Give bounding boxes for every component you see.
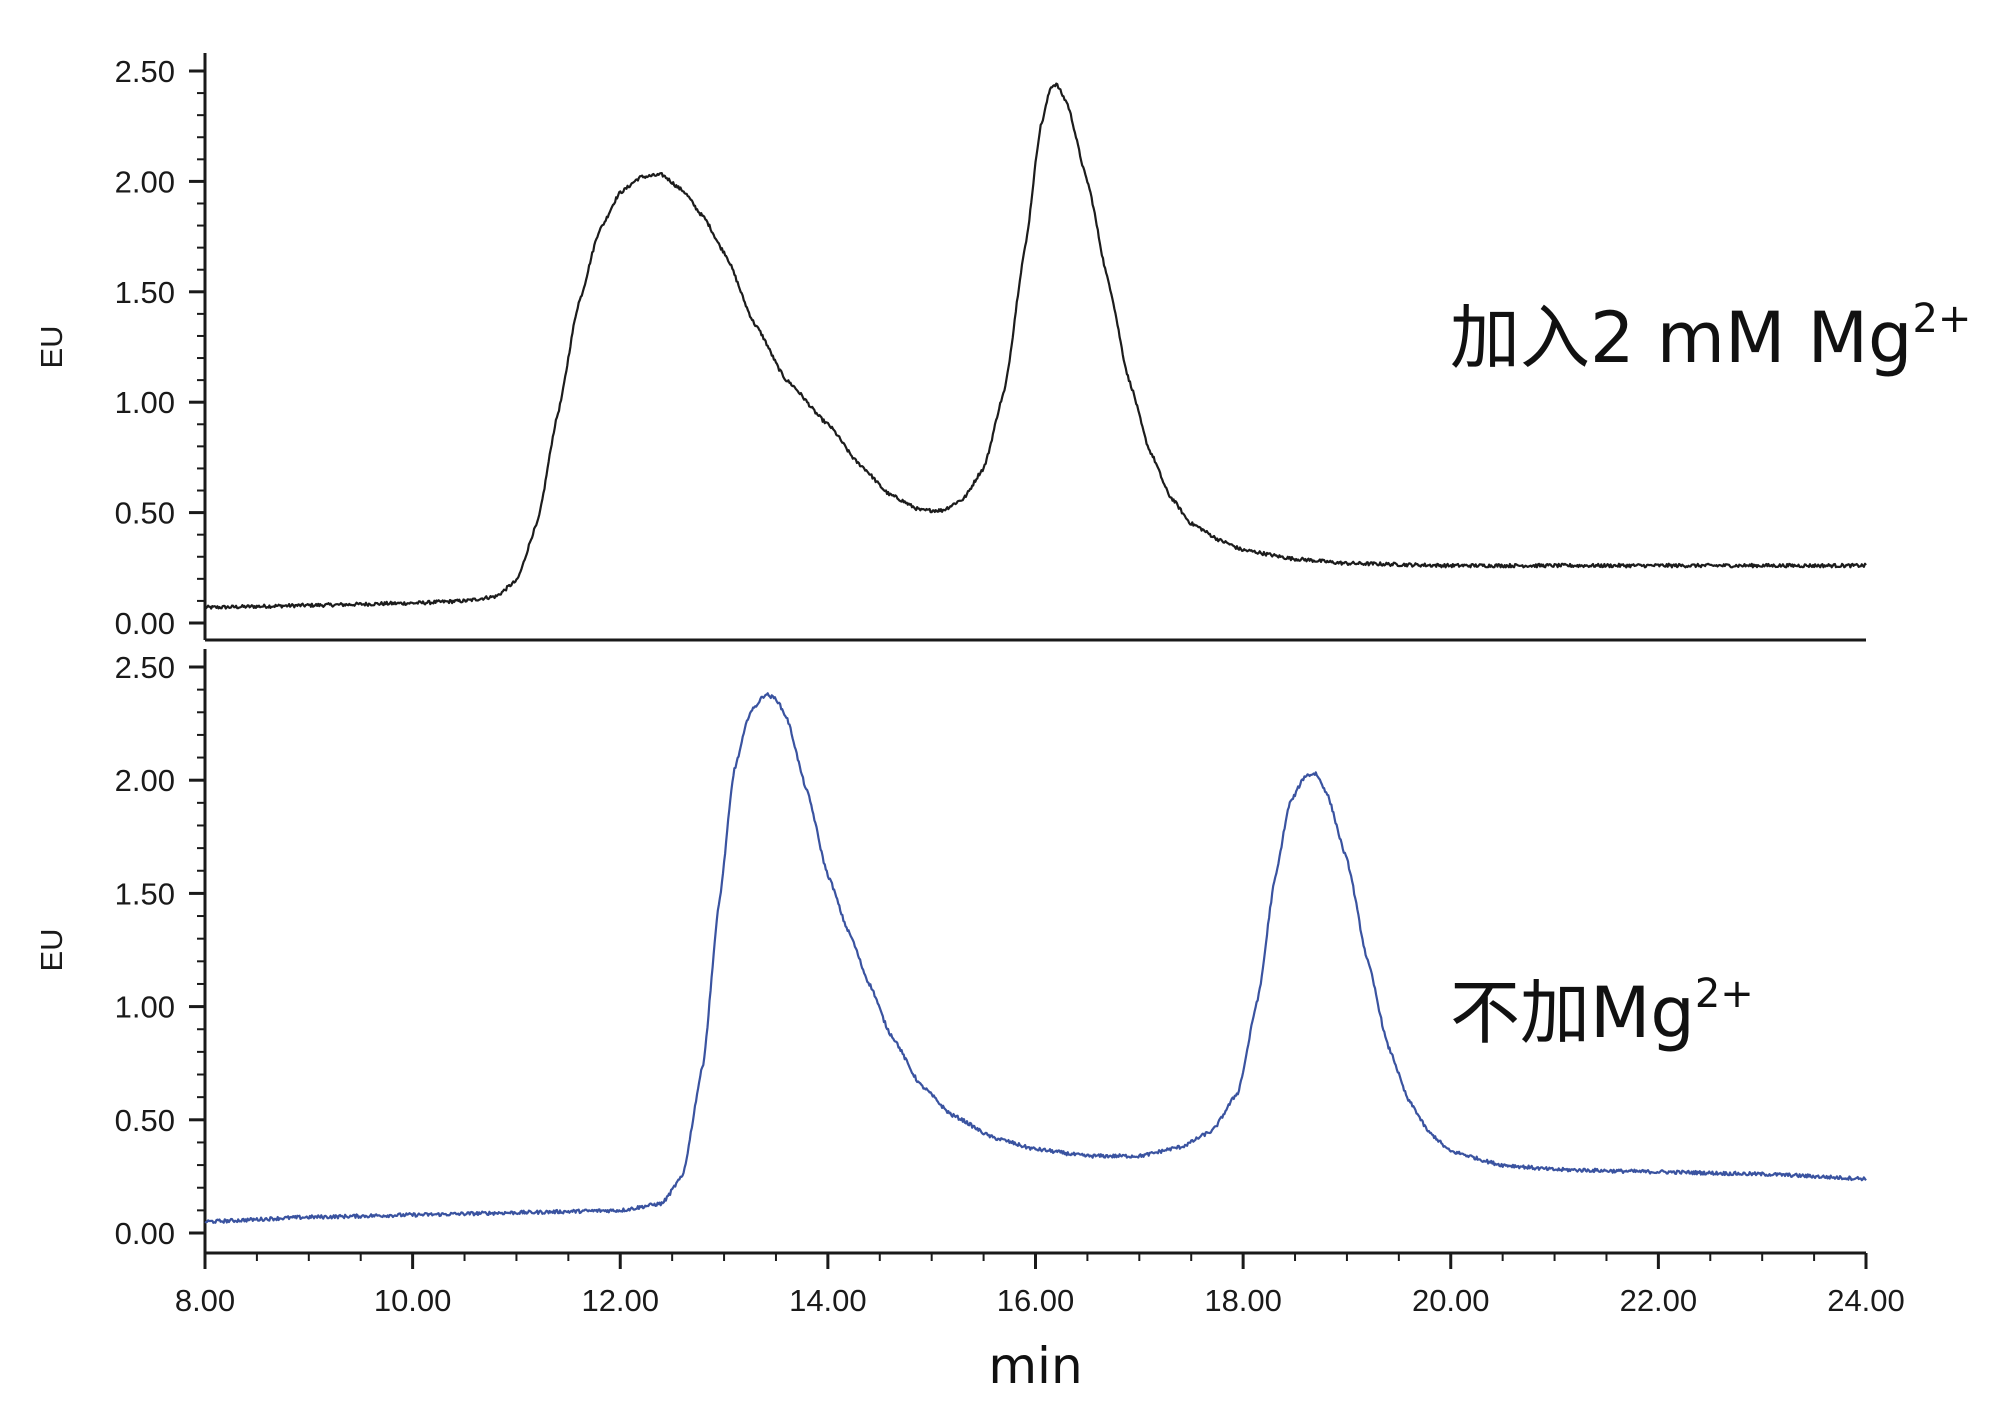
y-tick-label: 2.50 (115, 54, 175, 89)
annotation-superscript: 2+ (1695, 971, 1754, 1017)
y-tick-label: 1.50 (115, 275, 175, 310)
x-axis-title: min (988, 1337, 1082, 1395)
y-tick-label: 1.50 (115, 876, 175, 911)
y-tick-label: 0.50 (115, 1103, 175, 1138)
x-tick-label: 10.00 (374, 1283, 452, 1318)
x-tick-label: 20.00 (1412, 1283, 1490, 1318)
x-tick-label: 18.00 (1204, 1283, 1282, 1318)
y-tick-label: 2.00 (115, 164, 175, 199)
condition-annotation: 不加Mg2+ (1450, 971, 1754, 1054)
series-line (204, 82, 1867, 610)
y-tick-label: 0.00 (115, 606, 175, 641)
y-tick-label: 0.50 (115, 496, 175, 531)
y-axis-title: EU (34, 325, 69, 368)
bottom-panel: 0.00 0.50 1.00 1.50 2.00 2.50 EU 不加Mg2+ (34, 649, 1867, 1255)
x-tick-label: 22.00 (1620, 1283, 1698, 1318)
y-axis-title: EU (34, 928, 69, 971)
y-tick-label: 1.00 (115, 385, 175, 420)
x-tick-label: 14.00 (789, 1283, 867, 1318)
annotation-superscript: 2+ (1912, 296, 1971, 342)
x-tick-label: 16.00 (997, 1283, 1075, 1318)
x-tick-label: 8.00 (175, 1283, 235, 1318)
condition-annotation: 加入2 mM Mg2+ (1450, 296, 1971, 379)
series-line (204, 692, 1867, 1224)
y-tick-label: 2.00 (115, 763, 175, 798)
x-axis: 8.00 10.00 12.00 14.00 16.00 18.00 20.00 22.00 2… (175, 1253, 1905, 1395)
x-tick-label: 12.00 (581, 1283, 659, 1318)
x-tick-label: 24.00 (1827, 1283, 1905, 1318)
top-panel: 0.00 0.50 1.00 1.50 2.00 2.50 EU 加入2 mM Mg2+ (34, 53, 1971, 642)
y-tick-label: 2.50 (115, 650, 175, 685)
y-tick-label: 1.00 (115, 990, 175, 1025)
y-tick-label: 0.00 (115, 1216, 175, 1251)
